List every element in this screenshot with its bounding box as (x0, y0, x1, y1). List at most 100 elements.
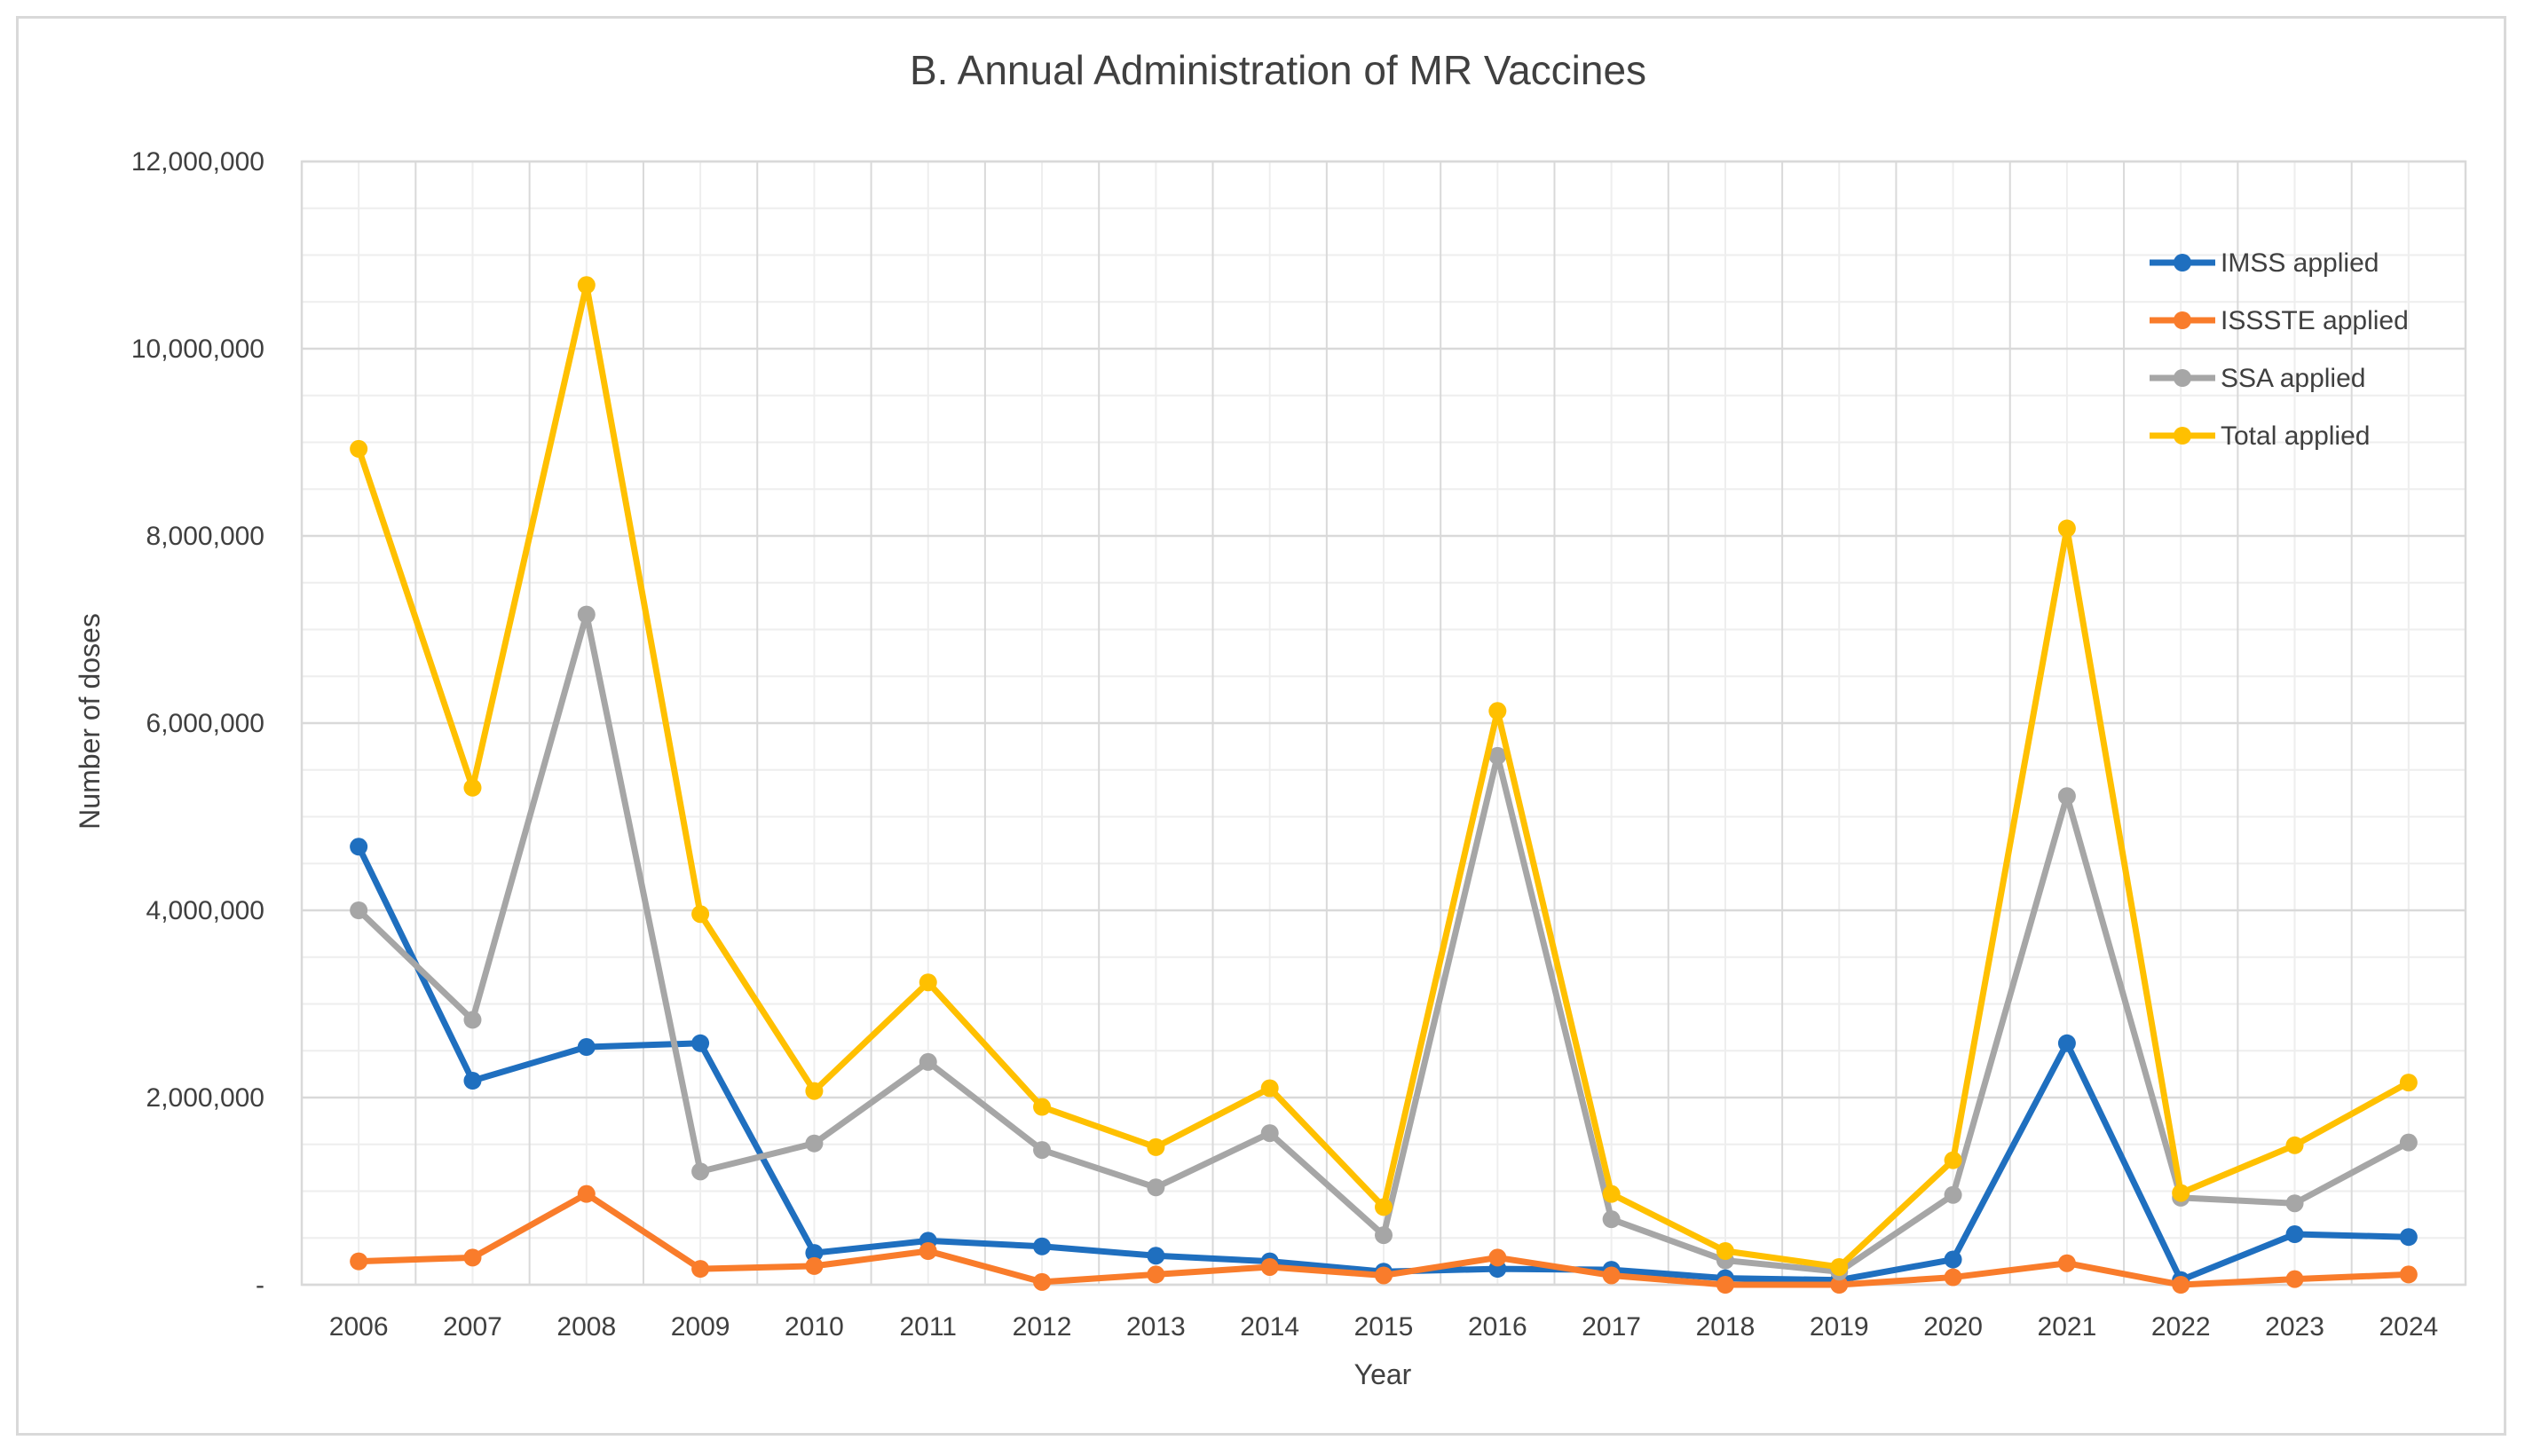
data-point (350, 901, 368, 919)
x-tick-label: 2011 (899, 1312, 957, 1342)
data-point (577, 1038, 596, 1057)
data-point (1033, 1272, 1052, 1291)
data-point (1147, 1137, 1165, 1156)
x-tick-label: 2009 (671, 1312, 730, 1342)
data-point (1830, 1276, 1849, 1294)
x-tick-label: 2021 (2038, 1312, 2097, 1342)
legend-item: Total applied (2150, 421, 2370, 451)
x-tick-label: 2008 (556, 1312, 616, 1342)
legend-label: Total applied (2221, 421, 2370, 451)
series-layer (350, 276, 2418, 1294)
x-tick-label: 2018 (1696, 1312, 1756, 1342)
data-point (1375, 1198, 1393, 1216)
data-point (1375, 1226, 1393, 1245)
data-point (1602, 1184, 1621, 1203)
series-issste-applied (350, 1184, 2418, 1294)
data-point (1033, 1141, 1052, 1160)
data-point (691, 1162, 710, 1181)
data-point (1375, 1266, 1393, 1285)
data-point (2057, 1254, 2076, 1272)
data-point (1944, 1268, 1962, 1287)
series-ssa-applied (350, 605, 2418, 1281)
x-tick-label: 2016 (1468, 1312, 1527, 1342)
data-point (2285, 1136, 2304, 1154)
data-point (350, 838, 368, 856)
y-tick-label: - (256, 1271, 264, 1300)
y-axis-ticks: - 2,000,000 4,000,000 6,000,000 8,000,000 10,… (131, 147, 264, 1300)
y-tick-label: 2,000,000 (146, 1083, 264, 1113)
data-point (1260, 1257, 1279, 1276)
data-point (919, 1052, 937, 1071)
data-point (2057, 1034, 2076, 1052)
series-total-applied (350, 276, 2418, 1276)
data-point (919, 973, 937, 992)
data-point (805, 1244, 824, 1263)
y-tick-label: 10,000,000 (131, 334, 264, 364)
data-point (2285, 1225, 2304, 1244)
data-point (919, 1242, 937, 1261)
data-point (2172, 1184, 2190, 1202)
data-point (691, 905, 710, 924)
data-point (1147, 1247, 1165, 1265)
x-tick-label: 2013 (1126, 1312, 1186, 1342)
data-point (1830, 1257, 1849, 1276)
data-point (463, 1011, 482, 1029)
x-axis-ticks: 2006 2007 2008 2009 2010 2011 2012 2013 2014 2015… (329, 1312, 2438, 1342)
plot-area-border (300, 160, 2467, 1287)
data-point (2285, 1270, 2304, 1288)
x-tick-label: 2019 (1810, 1312, 1869, 1342)
data-point (1602, 1210, 1621, 1229)
y-tick-label: 6,000,000 (146, 709, 264, 738)
data-point (2057, 787, 2076, 806)
data-point (1602, 1266, 1621, 1285)
data-point (577, 1184, 596, 1203)
data-point (1260, 1124, 1279, 1143)
data-point (1147, 1265, 1165, 1284)
data-point (350, 439, 368, 458)
x-tick-label: 2017 (1582, 1312, 1641, 1342)
data-point (1716, 1242, 1734, 1261)
data-point (2285, 1194, 2304, 1213)
data-point (1147, 1178, 1165, 1197)
data-point (2172, 1276, 2190, 1294)
legend-swatch-marker (2174, 427, 2191, 445)
data-point (691, 1034, 710, 1052)
x-tick-label: 2012 (1013, 1312, 1072, 1342)
data-point (1944, 1185, 1962, 1204)
x-tick-label: 2024 (2379, 1312, 2438, 1342)
chart-grid (300, 160, 2467, 1287)
data-point (350, 1252, 368, 1271)
data-point (1033, 1237, 1052, 1255)
data-point (691, 1260, 710, 1279)
data-point (1260, 1079, 1279, 1098)
data-point (577, 276, 596, 295)
chart-frame (16, 16, 2506, 1436)
legend-item: IMSS applied (2150, 248, 2379, 278)
data-point (1033, 1098, 1052, 1116)
data-point (463, 1072, 482, 1090)
x-tick-label: 2020 (1923, 1312, 1983, 1342)
data-point (1716, 1276, 1734, 1294)
x-tick-label: 2022 (2151, 1312, 2211, 1342)
legend-item: ISSSTE applied (2150, 306, 2409, 335)
legend-swatch-marker (2174, 254, 2191, 272)
data-point (1488, 702, 1507, 720)
data-point (1944, 1151, 1962, 1169)
data-point (1944, 1250, 1962, 1269)
chart-legend: IMSS applied ISSSTE applied SSA applied Tot… (2150, 248, 2409, 451)
data-point (805, 1082, 824, 1100)
x-tick-label: 2007 (443, 1312, 502, 1342)
data-point (577, 605, 596, 624)
legend-swatch-marker (2174, 311, 2191, 329)
legend-swatch-marker (2174, 369, 2191, 387)
data-point (463, 1248, 482, 1267)
data-point (805, 1134, 824, 1153)
y-tick-label: 8,000,000 (146, 522, 264, 551)
data-point (2057, 519, 2076, 538)
data-point (1488, 746, 1507, 765)
legend-label: IMSS applied (2221, 248, 2379, 278)
x-tick-label: 2014 (1240, 1312, 1299, 1342)
data-point (2399, 1133, 2418, 1152)
legend-label: SSA applied (2221, 364, 2365, 393)
